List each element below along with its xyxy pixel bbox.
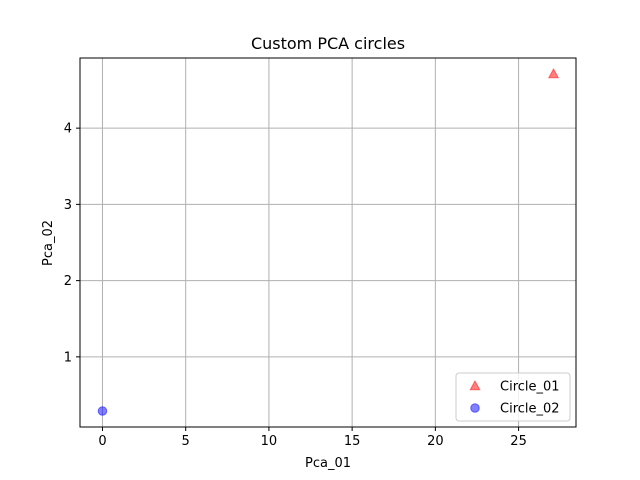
x-tick-label: 0	[98, 434, 106, 449]
data-points	[97, 67, 560, 416]
x-tick-label: 10	[261, 434, 278, 449]
circle-01-point	[547, 67, 560, 79]
circle-02-point	[97, 406, 108, 416]
y-tick-label: 3	[64, 198, 72, 213]
x-axis-label: Pca_01	[305, 456, 351, 471]
y-tick-label: 4	[64, 122, 72, 137]
legend-marker-circle-02	[470, 403, 480, 413]
plot-area-frame	[79, 57, 577, 428]
x-tick-label: 15	[344, 434, 361, 449]
grid-lines	[80, 58, 576, 427]
axis-ticks: 0 5 10 15 20 25 1 2 3 4	[64, 122, 527, 449]
legend: Circle_01 Circle_02	[455, 372, 571, 422]
y-tick-label: 1	[64, 350, 72, 365]
legend-label: Circle_02	[500, 402, 560, 417]
x-tick-label: 20	[427, 434, 444, 449]
x-tick-label: 25	[510, 434, 527, 449]
x-tick-label: 5	[182, 434, 190, 449]
chart-title: Custom PCA circles	[251, 34, 405, 53]
legend-box	[455, 372, 571, 422]
legend-label: Circle_01	[500, 380, 560, 395]
y-axis-label: Pca_02	[41, 220, 56, 266]
legend-marker-circle-01	[469, 379, 481, 391]
y-tick-label: 2	[64, 274, 72, 289]
